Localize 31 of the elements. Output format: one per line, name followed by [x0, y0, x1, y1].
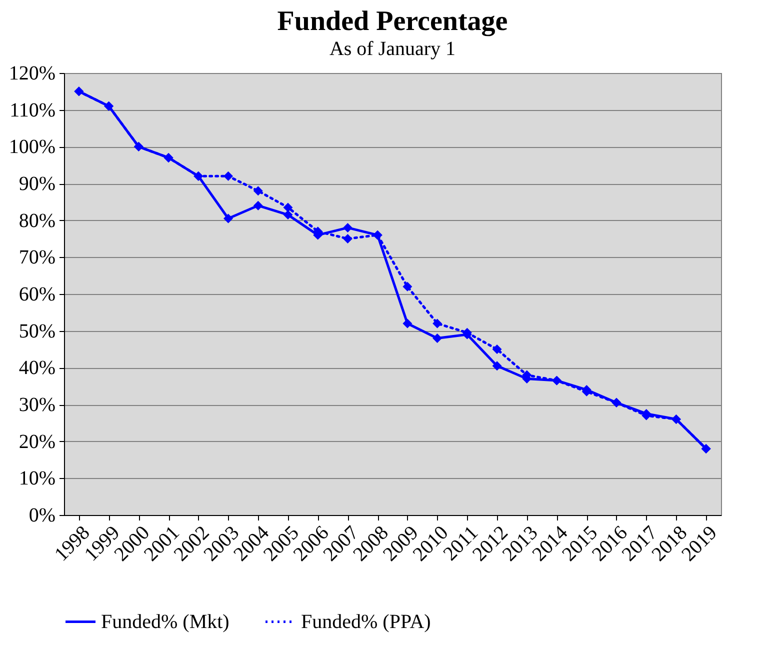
y-tick-label: 0%	[28, 504, 56, 526]
y-tick-label: 30%	[18, 394, 56, 416]
point	[492, 344, 502, 354]
point	[224, 214, 233, 224]
point	[432, 318, 442, 328]
y-tick-label: 70%	[18, 246, 56, 269]
chart-title: Funded Percentage	[277, 6, 508, 37]
point	[492, 361, 502, 371]
point	[432, 333, 442, 343]
point	[402, 318, 412, 328]
y-tick-label: 90%	[18, 173, 56, 195]
legend-label: Funded% (PPA)	[301, 610, 431, 633]
point	[253, 186, 263, 196]
chart-subtitle: As of January 1	[329, 38, 456, 60]
point	[402, 282, 412, 292]
legend-label: Funded% (Mkt)	[101, 610, 230, 633]
y-tick-label: 50%	[18, 320, 56, 342]
point	[342, 234, 352, 244]
point	[253, 200, 263, 210]
y-tick-label: 20%	[18, 430, 56, 453]
point	[283, 202, 293, 212]
y-tick-label: 40%	[18, 357, 56, 380]
y-tick-label: 80%	[18, 210, 56, 232]
y-tick-label: 10%	[18, 468, 56, 490]
y-tick-label: 100%	[8, 136, 56, 158]
point	[283, 210, 293, 220]
point	[224, 171, 233, 181]
y-tick-label: 60%	[18, 284, 56, 306]
point	[342, 222, 352, 232]
y-tick-label: 120%	[8, 62, 56, 84]
y-tick-label: 110%	[10, 99, 56, 122]
